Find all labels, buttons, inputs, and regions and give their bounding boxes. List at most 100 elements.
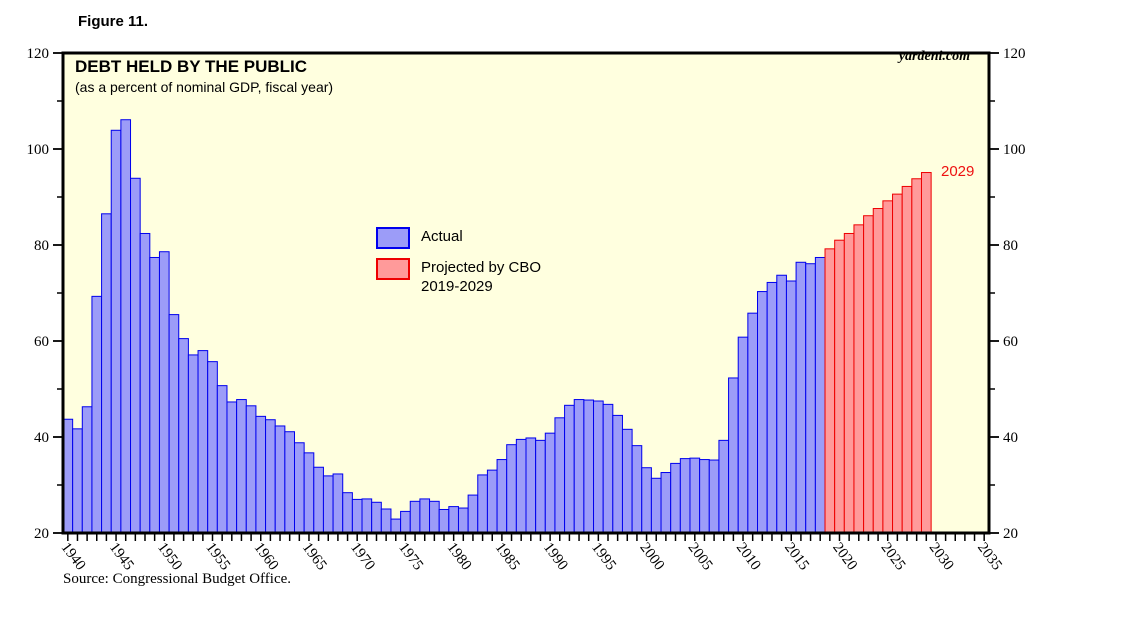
bar-1958: [236, 399, 247, 534]
bar-2015: [785, 280, 797, 534]
legend-label-projected-line1: Projected by CBO: [421, 259, 542, 276]
bar-2023: [863, 215, 874, 534]
x-tick-label-1965: 1965: [299, 540, 330, 574]
x-tick-label-1985: 1985: [492, 540, 523, 574]
bar-2002: [660, 472, 672, 534]
x-tick-label-2020: 2020: [829, 540, 860, 574]
bar-1949: [149, 256, 160, 534]
legend: Actual Projected by CBO 2019-2029: [376, 227, 541, 305]
bar-1997: [612, 414, 623, 534]
bar-2004: [679, 458, 691, 534]
bar-1950: [158, 251, 170, 534]
figure-label: Figure 11.: [78, 13, 149, 30]
bar-1992: [564, 404, 575, 534]
chart-title: DEBT HELD BY THE PUBLIC: [75, 57, 308, 76]
x-tick-label-2005: 2005: [685, 540, 716, 574]
bar-1952: [178, 338, 189, 534]
bar-1978: [429, 500, 440, 534]
legend-label-actual: Actual: [421, 228, 463, 245]
x-tick-label-2030: 2030: [926, 540, 957, 574]
bar-2017: [805, 263, 816, 534]
bar-1982: [467, 494, 479, 534]
bar-1973: [380, 508, 392, 534]
bar-1945: [110, 129, 122, 534]
bar-1946: [120, 119, 132, 534]
plot-frame: [61, 51, 991, 535]
y-tick-label-right-60: 60: [1003, 334, 1018, 350]
bar-2016: [795, 261, 807, 534]
bar-1944: [101, 213, 112, 534]
bar-1999: [631, 445, 643, 534]
bar-1956: [216, 385, 228, 534]
bar-1959: [245, 405, 257, 534]
bar-1960: [255, 415, 267, 534]
bar-2006: [699, 459, 710, 534]
bar-1994: [583, 399, 595, 534]
y-tick-label-right-40: 40: [1003, 430, 1018, 446]
y-tick-label-left-40: 40: [34, 430, 49, 446]
y-tick-label-right-120: 120: [1003, 46, 1026, 62]
bar-1970: [351, 498, 363, 534]
bar-2012: [757, 291, 768, 534]
x-tick-label-1940: 1940: [58, 540, 89, 574]
bar-1998: [621, 428, 633, 534]
bar-1968: [332, 473, 344, 534]
bar-1983: [477, 474, 488, 534]
bar-1954: [197, 350, 209, 534]
bar-2018: [814, 256, 826, 534]
bar-1991: [554, 417, 566, 534]
y-tick-label-right-100: 100: [1003, 142, 1026, 158]
bar-1962: [274, 425, 286, 534]
bar-1988: [525, 437, 537, 534]
bar-2009: [728, 377, 739, 534]
bar-2013: [766, 281, 778, 534]
bar-1963: [284, 431, 296, 534]
bar-2027: [901, 185, 913, 534]
annotation-2029: 2029: [941, 163, 975, 180]
x-tick-label-2010: 2010: [733, 540, 764, 574]
bar-2010: [737, 336, 749, 534]
x-tick-label-1980: 1980: [444, 540, 475, 574]
bar-2005: [689, 457, 701, 534]
bar-1967: [322, 475, 334, 534]
x-tick-label-1960: 1960: [251, 540, 282, 574]
bar-1990: [544, 432, 556, 534]
bar-2022: [853, 224, 865, 534]
legend-swatch-actual: [376, 227, 410, 249]
y-tick-label-left-60: 60: [34, 334, 49, 350]
legend-label-projected-line2: 2019-2029: [421, 278, 493, 295]
y-axis: 20 20 40 40 60 60 80 80 100 100 120 120: [27, 46, 1026, 542]
bar-2019: [824, 248, 836, 534]
y-tick-label-left-100: 100: [27, 142, 50, 158]
bar-2021: [843, 232, 855, 534]
bar-2001: [650, 477, 662, 534]
x-tick-label-1945: 1945: [106, 540, 137, 574]
bar-1993: [573, 399, 585, 534]
y-tick-label-left-80: 80: [34, 238, 49, 254]
y-tick-label-right-20: 20: [1003, 526, 1018, 542]
bar-1955: [207, 361, 218, 534]
bar-1964: [294, 442, 305, 534]
legend-item-actual: Actual: [376, 227, 541, 249]
bar-1974: [390, 518, 402, 534]
legend-item-projected: Projected by CBO 2019-2029: [376, 258, 541, 296]
x-axis: 1940 1945 1950 1955 1960 1965 1970 1975 1980 1985…: [58, 534, 1005, 574]
watermark-yardeni: yardeni.com: [898, 49, 970, 64]
bar-1948: [139, 232, 151, 534]
bar-1989: [535, 439, 546, 534]
bar-1976: [409, 500, 421, 534]
bar-1984: [486, 469, 498, 534]
bar-2026: [892, 193, 903, 534]
bar-2008: [718, 439, 730, 534]
chart-subtitle: (as a percent of nominal GDP, fiscal yea…: [75, 79, 334, 95]
bar-2020: [834, 239, 845, 534]
bar-1995: [593, 400, 604, 534]
x-tick-label-1955: 1955: [202, 540, 233, 574]
bar-1965: [303, 452, 315, 534]
bar-1987: [515, 438, 527, 534]
bar-1986: [506, 444, 517, 534]
bar-2003: [670, 462, 681, 534]
bar-1961: [265, 419, 276, 534]
bar-1941: [72, 428, 83, 534]
